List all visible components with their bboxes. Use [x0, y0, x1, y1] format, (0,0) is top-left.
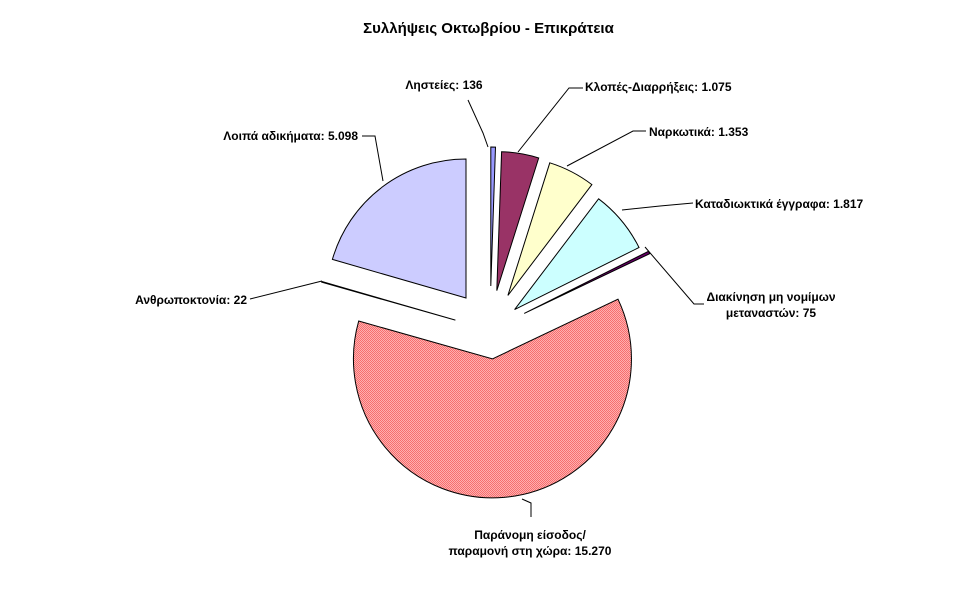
pie-slice-2 [496, 151, 540, 291]
slice-label-8: Λοιπά αδικήματα: 5.098 [223, 129, 358, 143]
leader-line-7 [249, 280, 323, 300]
pie-slice-8 [331, 158, 467, 299]
slice-label-2: Κλοπές-Διαρρήξεις: 1.075 [585, 80, 732, 94]
leader-line-6 [521, 498, 532, 517]
slice-label-1: Ληστείες: 136 [405, 78, 483, 92]
leader-line-8 [362, 135, 384, 182]
slice-label-6: Παράνομη είσοδος/παραμονή στη χώρα: 15.2… [448, 528, 612, 558]
leader-line-2 [517, 87, 583, 153]
slice-label-7: Ανθρωποκτονία: 22 [135, 293, 247, 307]
slice-label-4: Καταδιωκτικά έγγραφα: 1.817 [695, 197, 864, 211]
pie-slice-1 [490, 146, 497, 287]
pie-slice-3 [507, 162, 593, 296]
slice-label-5: Διακίνηση μη νομίμων μεταναστών: 75 [706, 290, 836, 320]
leader-line-1 [467, 99, 489, 148]
pie-slice-4 [514, 198, 640, 311]
pie-slice-6 [352, 298, 632, 499]
leader-line-3 [566, 130, 646, 167]
leader-line-5 [644, 246, 704, 305]
slice-label-3: Ναρκωτικά: 1.353 [649, 125, 749, 139]
chart-title: Συλλήψεις Οκτωβρίου - Επικράτεια [363, 20, 614, 37]
leader-line-4 [621, 202, 694, 211]
